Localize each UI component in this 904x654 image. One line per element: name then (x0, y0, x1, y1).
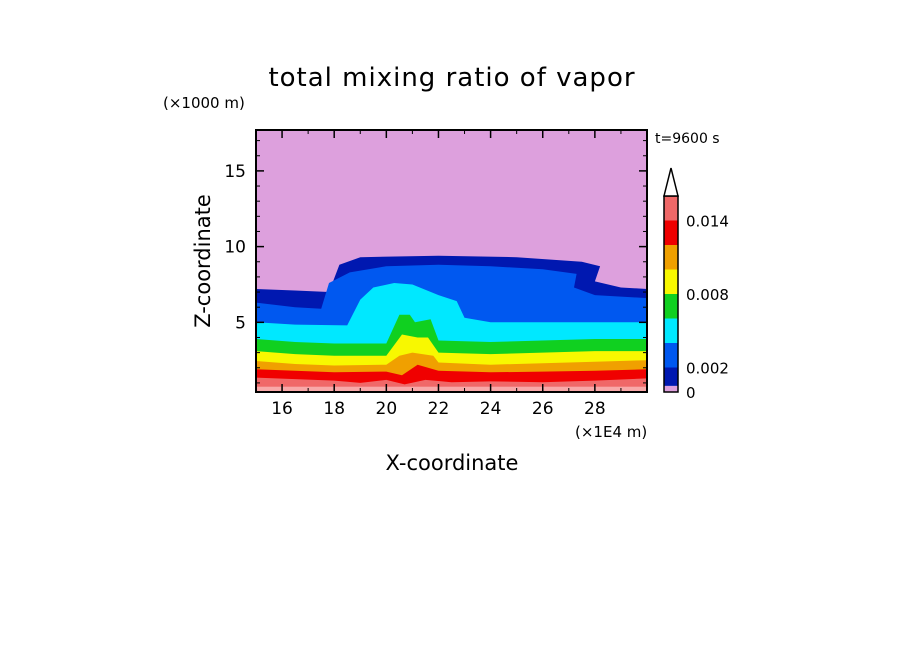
colorbar-swatch (664, 367, 678, 386)
x-axis-label: X-coordinate (386, 451, 519, 475)
colorbar-tick-label: 0.014 (686, 213, 729, 231)
x-tick-label: 22 (428, 399, 450, 419)
chart-title: total mixing ratio of vapor (268, 63, 635, 93)
x-unit-label: (×1E4 m) (575, 423, 647, 441)
y-axis-ticks: 5 10 15 (224, 140, 647, 384)
colorbar-tick-label: 0 (686, 384, 696, 402)
x-tick-label: 26 (532, 399, 554, 419)
colorbar: 0 0.002 0.008 0.014 (663, 167, 729, 402)
x-tick-label: 20 (376, 399, 398, 419)
colorbar-swatch (664, 245, 678, 270)
x-tick-label: 18 (323, 399, 345, 419)
colorbar-tick-label: 0.002 (686, 360, 729, 378)
contour-plot-area (256, 130, 647, 392)
colorbar-swatch (664, 196, 678, 221)
y-axis-label: Z-coordinate (191, 194, 215, 328)
plot-frame (255, 129, 648, 393)
y-tick-label: 5 (235, 313, 246, 333)
time-label: t=9600 s (655, 131, 720, 147)
x-tick-label: 16 (271, 399, 293, 419)
x-axis-ticks: 16 18 20 22 24 26 28 (255, 130, 622, 419)
colorbar-swatch (664, 385, 678, 392)
colorbar-swatch (664, 343, 678, 368)
colorbar-extend-arrow (663, 167, 679, 197)
contour-band-top-level (256, 386, 647, 392)
y-unit-label: (×1000 m) (163, 94, 245, 112)
colorbar-swatch (664, 318, 678, 343)
colorbar-tick-label: 0.008 (686, 286, 729, 304)
colorbar-swatch (664, 294, 678, 319)
y-tick-label: 15 (224, 162, 246, 182)
y-tick-label: 10 (224, 238, 246, 258)
colorbar-swatch (664, 220, 678, 245)
x-tick-label: 28 (584, 399, 606, 419)
colorbar-swatch (664, 269, 678, 294)
x-tick-label: 24 (480, 399, 502, 419)
